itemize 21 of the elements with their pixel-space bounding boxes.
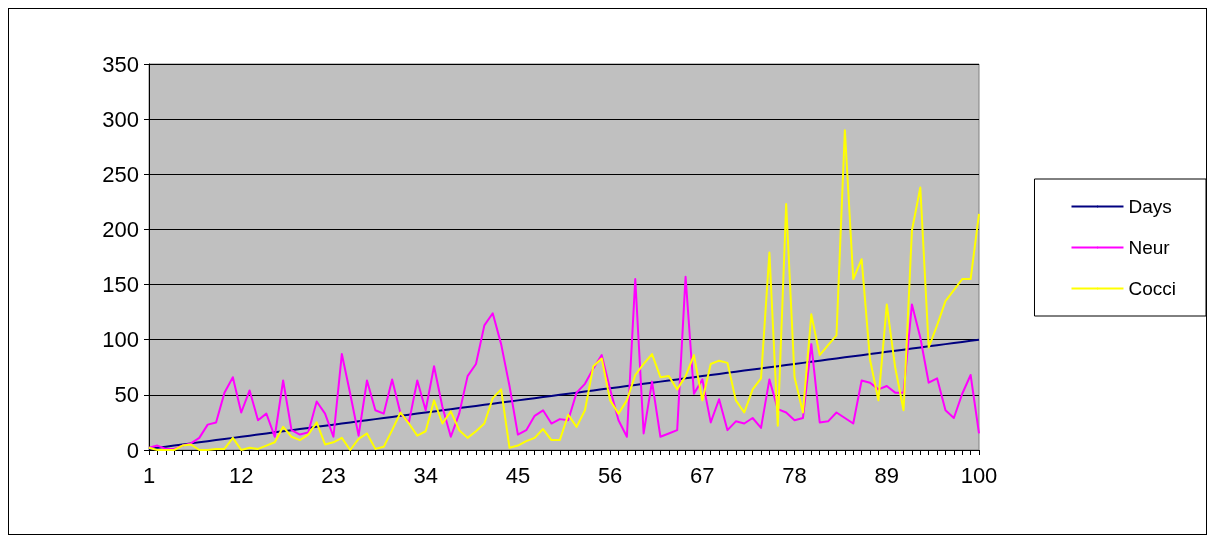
y-tick-label: 200 [102,216,139,242]
y-tick-label: 350 [102,51,139,77]
x-tick-label: 45 [505,462,531,488]
legend-label: Cocci [1128,278,1177,299]
x-tick-label: 89 [874,462,900,488]
legend-label: Days [1128,196,1172,217]
x-tick-label: 67 [690,462,715,488]
x-tick-label: 100 [960,462,998,488]
y-tick-label: 50 [114,382,139,408]
x-tick-label: 78 [782,462,807,488]
y-tick-label: 300 [102,106,139,132]
legend-label: Neur [1128,237,1171,258]
x-tick-label: 1 [142,462,156,488]
x-tick-label: 23 [321,462,346,488]
y-tick-label: 250 [102,161,139,187]
y-tick-label: 100 [102,327,139,353]
y-tick-label: 150 [102,272,139,298]
x-tick-label: 34 [413,462,438,488]
x-tick-label: 56 [597,462,623,488]
x-tick-label: 12 [228,462,254,488]
y-tick-label: 0 [126,437,139,463]
